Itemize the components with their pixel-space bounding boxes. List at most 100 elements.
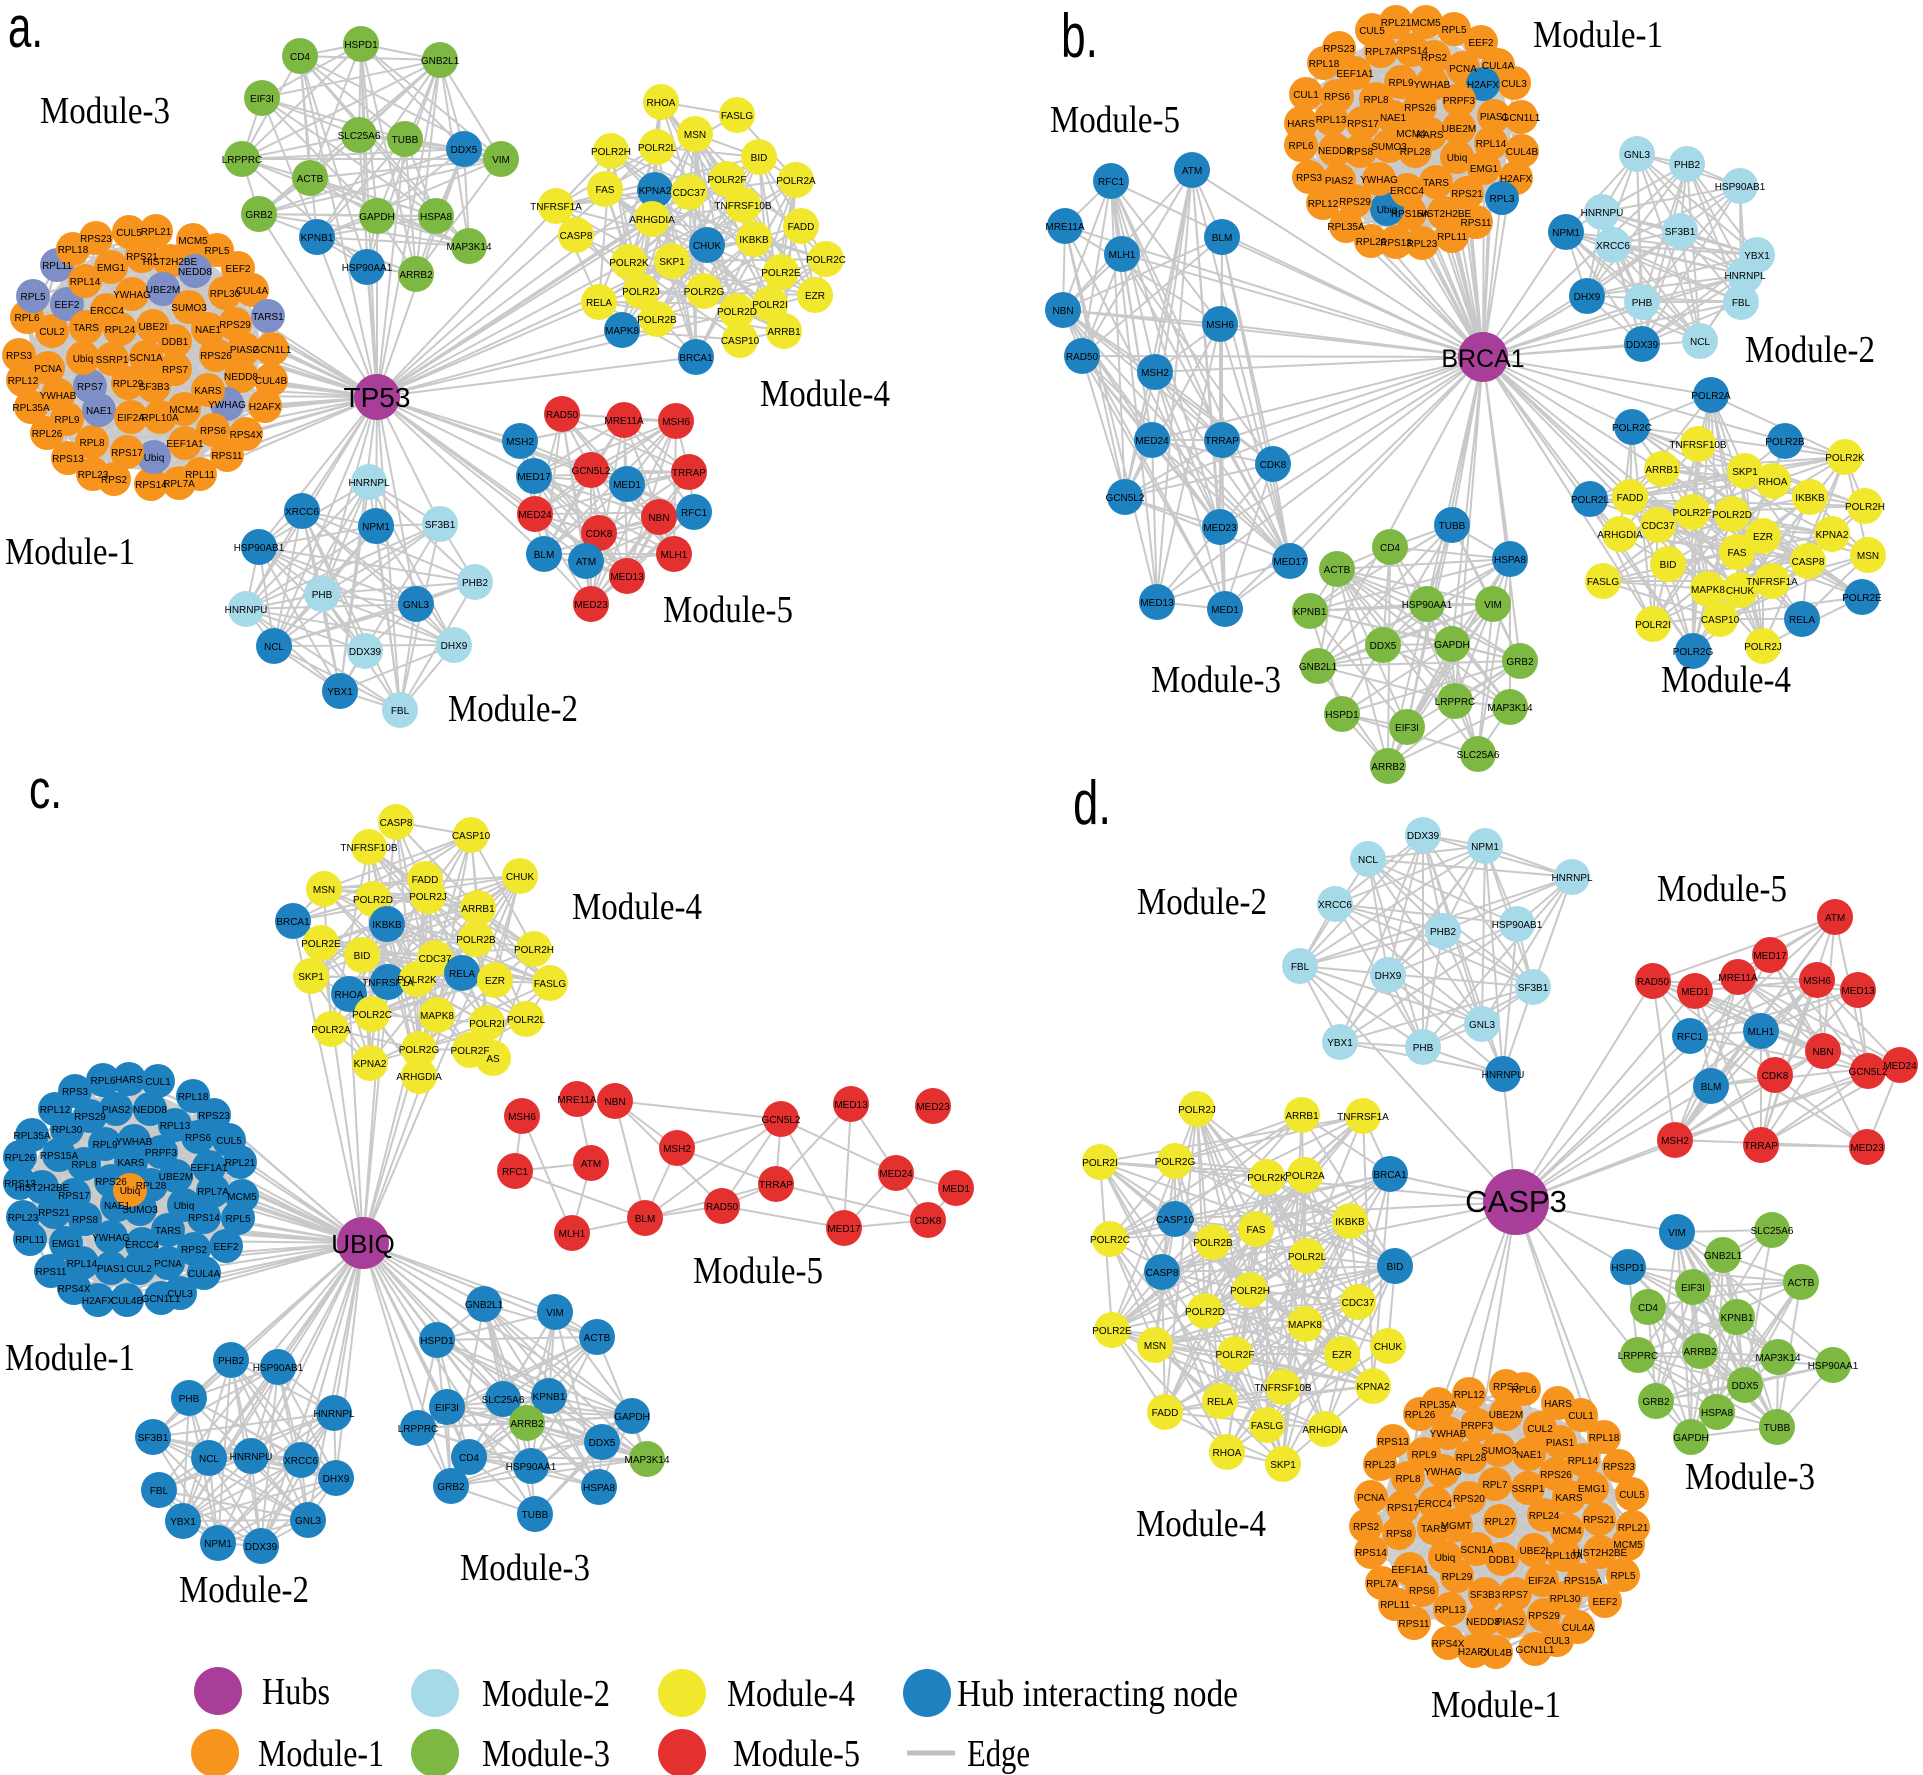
svg-text:DHX9: DHX9 xyxy=(1574,292,1601,303)
svg-text:CUL1: CUL1 xyxy=(145,1077,171,1088)
svg-text:HSPD1: HSPD1 xyxy=(1325,710,1359,721)
svg-text:SF3B1: SF3B1 xyxy=(425,520,456,531)
svg-text:ACTB: ACTB xyxy=(297,174,324,185)
svg-text:CUL5: CUL5 xyxy=(1619,1490,1645,1501)
svg-text:Module-3: Module-3 xyxy=(482,1733,610,1775)
svg-text:GCN5L2: GCN5L2 xyxy=(1106,493,1145,504)
svg-text:RPL5: RPL5 xyxy=(1610,1571,1635,1582)
svg-text:FAS: FAS xyxy=(1728,548,1747,559)
svg-text:POLR2E: POLR2E xyxy=(1092,1326,1132,1337)
svg-text:FADD: FADD xyxy=(788,222,815,233)
svg-text:MCM5: MCM5 xyxy=(227,1192,257,1203)
svg-text:RPL8: RPL8 xyxy=(71,1160,96,1171)
svg-text:MED13: MED13 xyxy=(834,1100,868,1111)
svg-text:MSH2: MSH2 xyxy=(1141,368,1169,379)
svg-text:RPS15A: RPS15A xyxy=(1564,1576,1603,1587)
svg-text:HNRNPL: HNRNPL xyxy=(1551,873,1593,884)
svg-text:HSP90AB1: HSP90AB1 xyxy=(234,543,285,554)
svg-text:KARS: KARS xyxy=(1555,1493,1583,1504)
svg-text:Module-5: Module-5 xyxy=(663,589,793,631)
svg-text:GNB2L1: GNB2L1 xyxy=(465,1300,504,1311)
svg-text:ERCC4: ERCC4 xyxy=(125,1240,159,1251)
svg-text:RPS13: RPS13 xyxy=(1380,238,1412,249)
svg-text:XRCC6: XRCC6 xyxy=(1596,241,1630,252)
svg-text:GRB2: GRB2 xyxy=(437,1482,465,1493)
svg-text:NBN: NBN xyxy=(1812,1047,1833,1058)
svg-text:EEF1A1: EEF1A1 xyxy=(166,439,204,450)
svg-text:PHB2: PHB2 xyxy=(1674,160,1701,171)
svg-text:GCN5L2: GCN5L2 xyxy=(1849,1067,1888,1078)
svg-text:YBX1: YBX1 xyxy=(1744,251,1770,262)
svg-text:SUMO3: SUMO3 xyxy=(171,303,207,314)
svg-text:KARS: KARS xyxy=(1416,130,1444,141)
svg-text:BLM: BLM xyxy=(1701,1082,1722,1093)
svg-text:Ubiq: Ubiq xyxy=(1435,1553,1456,1564)
svg-text:RPS2: RPS2 xyxy=(1353,1522,1380,1533)
svg-text:RPS29: RPS29 xyxy=(74,1112,106,1123)
svg-text:CASP10: CASP10 xyxy=(721,336,760,347)
svg-text:MCM4: MCM4 xyxy=(1396,129,1426,140)
svg-text:HNRNPU: HNRNPU xyxy=(230,1452,273,1463)
svg-text:RPS11: RPS11 xyxy=(1461,218,1492,229)
svg-text:POLR2J: POLR2J xyxy=(409,892,447,903)
svg-text:RPL28: RPL28 xyxy=(1400,147,1431,158)
svg-text:MCM5: MCM5 xyxy=(1411,18,1441,29)
svg-text:HNRNPU: HNRNPU xyxy=(225,605,268,616)
svg-text:RPL9: RPL9 xyxy=(1411,1450,1436,1461)
svg-text:ATM: ATM xyxy=(1182,166,1202,177)
svg-text:CHUK: CHUK xyxy=(693,241,722,252)
svg-text:EEF2: EEF2 xyxy=(225,264,250,275)
svg-text:PHB: PHB xyxy=(1413,1043,1434,1054)
svg-text:RPS21: RPS21 xyxy=(1583,1515,1615,1526)
svg-text:RPS21: RPS21 xyxy=(1451,189,1483,200)
svg-text:NEDD8: NEDD8 xyxy=(133,1105,167,1116)
svg-text:ARRB2: ARRB2 xyxy=(399,270,433,281)
svg-text:MED24: MED24 xyxy=(518,510,552,521)
svg-text:PRPF3: PRPF3 xyxy=(1443,96,1476,107)
svg-text:IKBKB: IKBKB xyxy=(1795,493,1825,504)
svg-text:MLH1: MLH1 xyxy=(661,550,688,561)
svg-text:RPL35A: RPL35A xyxy=(13,1131,51,1142)
svg-text:RPL7A: RPL7A xyxy=(163,479,195,490)
svg-text:RPS8: RPS8 xyxy=(72,1215,99,1226)
svg-text:RPL6: RPL6 xyxy=(1511,1385,1536,1396)
svg-text:POLR2L: POLR2L xyxy=(638,143,677,154)
svg-text:RPS21: RPS21 xyxy=(126,252,158,263)
svg-text:NEDD8: NEDD8 xyxy=(1318,146,1352,157)
svg-text:RPL29: RPL29 xyxy=(1442,1572,1473,1583)
svg-text:RPL8: RPL8 xyxy=(1395,1474,1420,1485)
svg-text:EEF2: EEF2 xyxy=(54,300,79,311)
svg-text:Module-1: Module-1 xyxy=(1533,14,1663,56)
svg-text:POLR2F: POLR2F xyxy=(708,175,747,186)
svg-text:AS: AS xyxy=(486,1054,500,1065)
svg-text:POLR2D: POLR2D xyxy=(353,895,393,906)
svg-text:GAPDH: GAPDH xyxy=(614,1412,650,1423)
svg-text:RFC1: RFC1 xyxy=(681,508,708,519)
svg-text:CDK8: CDK8 xyxy=(1762,1071,1789,1082)
svg-text:ACTB: ACTB xyxy=(584,1333,611,1344)
svg-text:CHUK: CHUK xyxy=(506,872,535,883)
svg-text:RPS11: RPS11 xyxy=(36,1267,67,1278)
svg-text:ACTB: ACTB xyxy=(1788,1278,1815,1289)
svg-text:NCL: NCL xyxy=(264,642,284,653)
svg-text:RELA: RELA xyxy=(1207,1397,1233,1408)
svg-text:UBE2M: UBE2M xyxy=(1442,124,1476,135)
svg-text:HSPD1: HSPD1 xyxy=(344,40,378,51)
svg-text:PCNA: PCNA xyxy=(1449,64,1477,75)
svg-text:RFC1: RFC1 xyxy=(1098,177,1125,188)
svg-text:RPS7: RPS7 xyxy=(162,365,189,376)
svg-text:Ubiq: Ubiq xyxy=(73,354,94,365)
svg-text:TARS: TARS xyxy=(155,1226,181,1237)
svg-text:TRRAP: TRRAP xyxy=(1205,436,1239,447)
svg-text:POLR2D: POLR2D xyxy=(1712,510,1752,521)
svg-text:RPL24: RPL24 xyxy=(105,325,136,336)
svg-text:BID: BID xyxy=(1660,560,1677,571)
svg-text:POLR2E: POLR2E xyxy=(1842,593,1882,604)
svg-text:FADD: FADD xyxy=(412,875,439,886)
svg-text:KPNA2: KPNA2 xyxy=(1816,530,1849,541)
svg-text:NEDD8: NEDD8 xyxy=(1466,1617,1500,1628)
svg-text:MAP3K14: MAP3K14 xyxy=(1755,1353,1800,1364)
svg-text:RPS14: RPS14 xyxy=(135,480,167,491)
svg-text:FASLG: FASLG xyxy=(534,979,566,990)
svg-text:HSP90AA1: HSP90AA1 xyxy=(1808,1361,1859,1372)
